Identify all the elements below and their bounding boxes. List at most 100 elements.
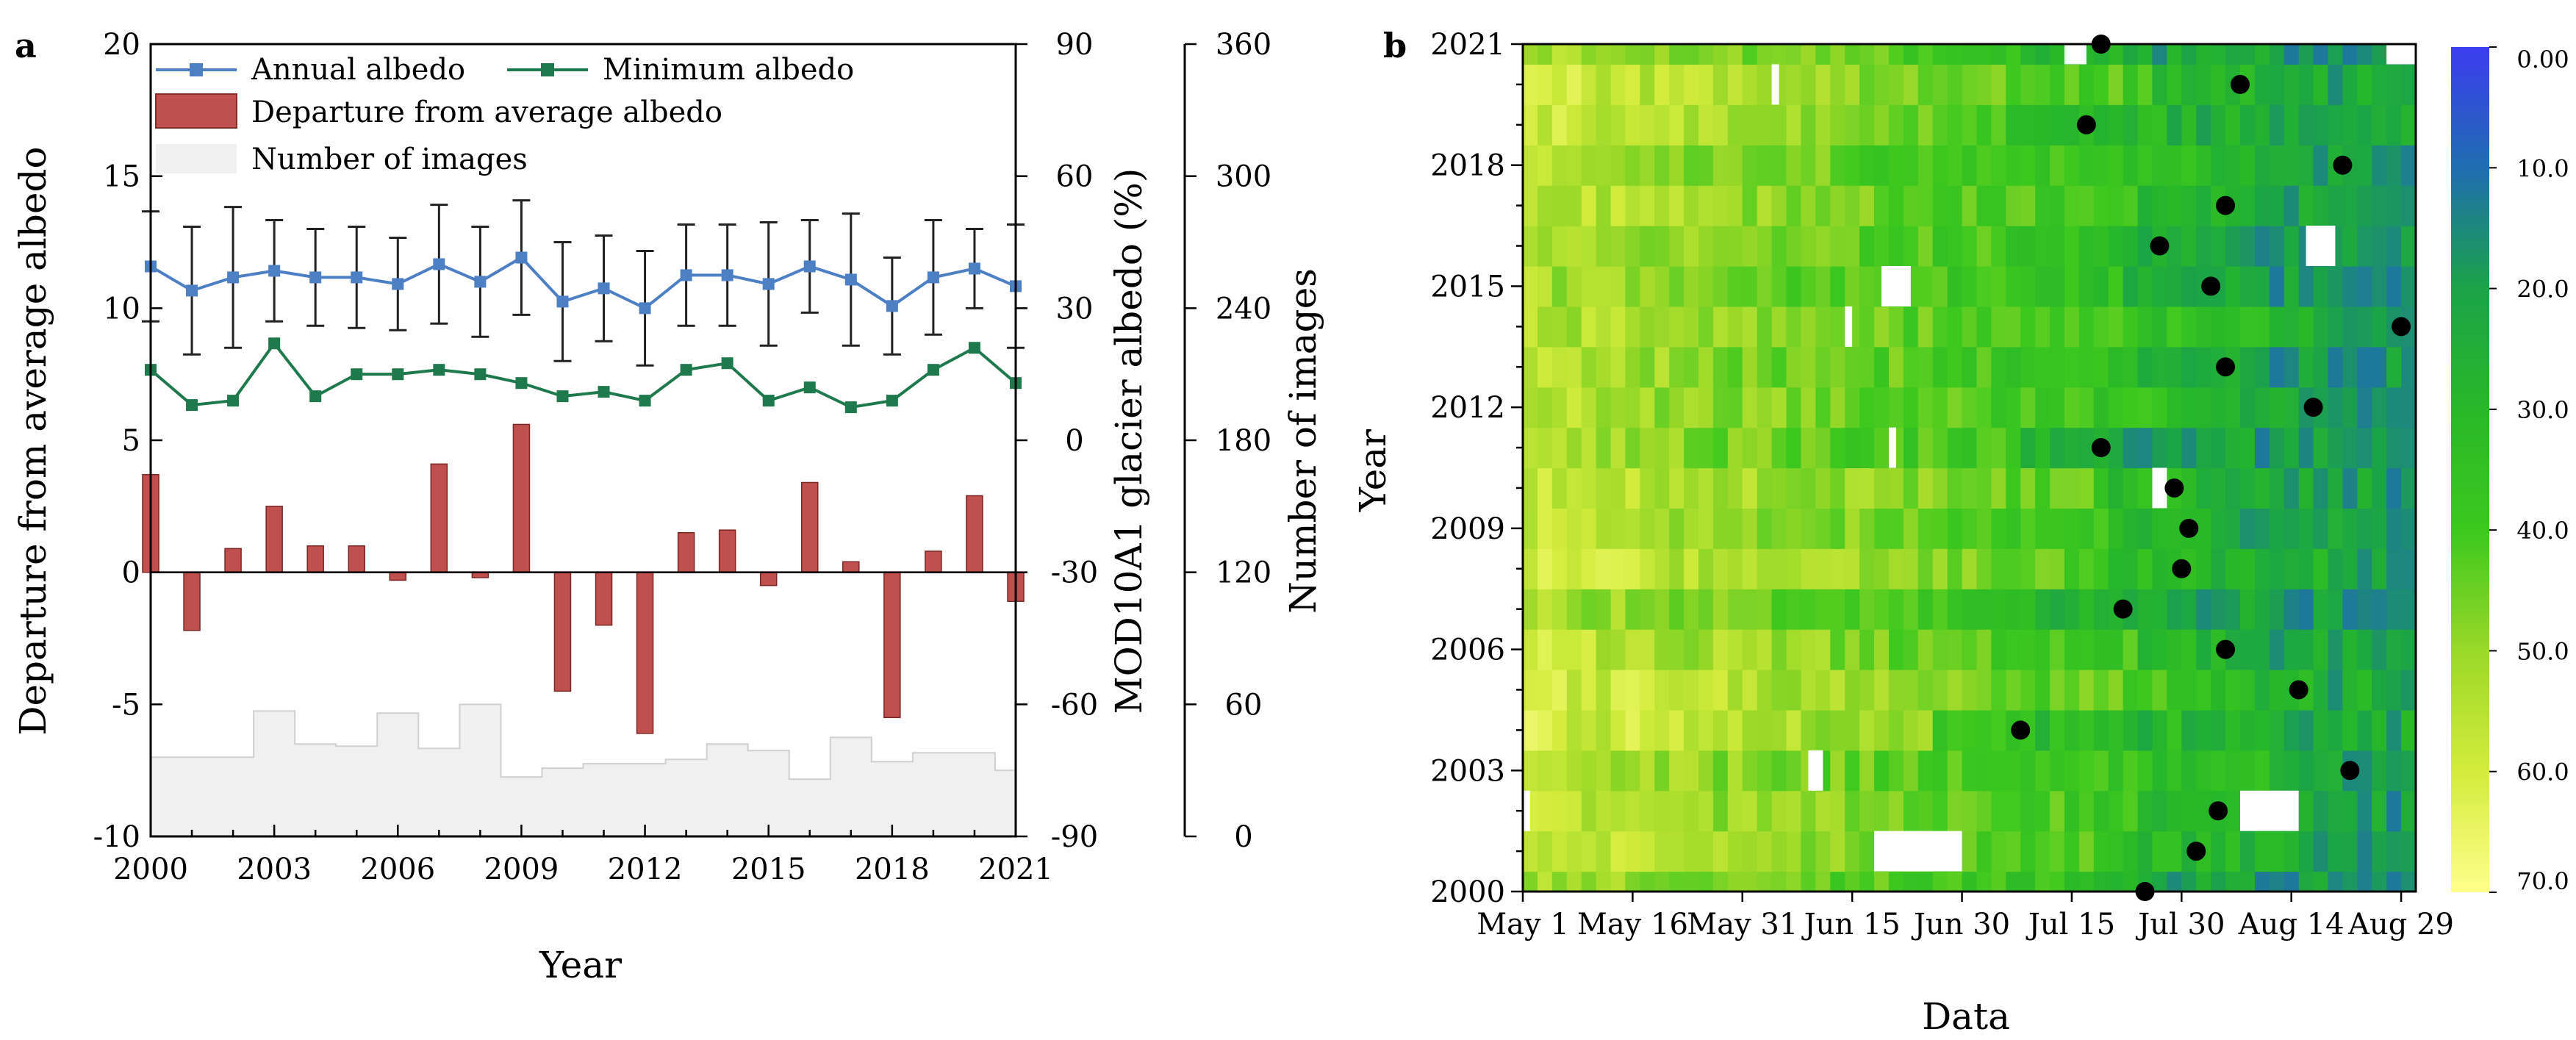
heatmap-cell [1845,750,1860,792]
heatmap-cell [2064,831,2080,872]
heatmap-cell [1771,750,1787,792]
heatmap-cell [1903,346,1919,388]
heatmap-cell [1859,790,1875,832]
annual-albedo-point-2008 [474,276,487,288]
heatmap-cell [1830,306,1845,348]
heatmap-cell [2239,709,2256,751]
heatmap-cell [1581,226,1597,267]
heatmap-cell [2181,64,2197,105]
heatmap-cell [2035,709,2051,751]
heatmap-cell [1845,871,1860,892]
heatmap-cell [1625,629,1640,670]
heatmap-cell [1991,548,2006,589]
heatmap-cell [1874,871,1890,892]
right2-y-tick-label: 120 [1216,556,1271,590]
heatmap-cell [2006,629,2021,670]
heatmap-cell [1684,185,1699,226]
heatmap-cell [1962,670,1978,711]
images-step-2020 [953,753,995,836]
heatmap-cell [2328,346,2344,388]
panel-a-legend: Annual albedo Minimum albedo Departure f… [155,53,854,176]
heatmap-cell [1903,64,1919,105]
heatmap-cell [1976,629,1992,670]
panel-b-x-axis-label: Data [1922,995,2010,1038]
heatmap-cell [2239,346,2256,388]
heatmap-cell [1757,145,1773,186]
heatmap-cell [2357,831,2372,872]
heatmap-cell [2372,508,2387,549]
heatmap-cell [2254,548,2270,589]
heatmap-cell [1640,427,1655,469]
heatmap-cell [2196,709,2211,751]
images-step-2004 [295,744,337,836]
heatmap-cell [1551,467,1568,509]
heatmap-cell [2372,226,2387,267]
heatmap-cell [1786,44,1802,65]
heatmap-cell [1551,64,1568,105]
heatmap-cell [1859,306,1875,348]
heatmap-cell [2342,629,2358,670]
heatmap-cell [2401,589,2417,630]
heatmap-cell [2064,508,2080,549]
heatmap-cell [2123,871,2139,892]
heatmap-cell [1859,467,1875,509]
heatmap-cell [2239,306,2256,348]
images-step-2013 [665,759,707,836]
heatmap-cell [2167,427,2182,469]
right1-y-tick-label: -30 [1051,556,1098,590]
heatmap-cell [2357,306,2372,348]
heatmap-cell [2020,427,2036,469]
heatmap-cell [2093,709,2109,751]
heatmap-cell [2269,427,2285,469]
heatmap-cell [1625,670,1640,711]
heatmap-cell [1727,831,1743,872]
heatmap-cell [1903,589,1919,630]
heatmap-cell [1566,670,1582,711]
heatmap-cell [2283,104,2300,146]
heatmap-cell [1991,670,2006,711]
heatmap-cell [1742,871,1758,892]
heatmap-cell [1640,750,1655,792]
heatmap-cell [1947,226,1963,267]
heatmap-cell [1771,871,1787,892]
heatmap-cell [2196,871,2211,892]
heatmap-cell [1859,871,1875,892]
no-data-patch-2014 [1845,306,1853,347]
heatmap-cell [2328,831,2344,872]
heatmap-cell [2123,629,2139,670]
heatmap-cell [2298,508,2314,549]
heatmap-cell [2020,589,2036,630]
images-step-2019 [912,753,954,836]
heatmap-cell [2020,44,2036,65]
heatmap-cell [1669,44,1685,65]
departure-bar-2020 [966,495,983,573]
heatmap-cell [1698,670,1714,711]
heatmap-cell [2239,871,2256,892]
heatmap-cell [1917,427,1934,469]
annual-albedo-point-2001 [186,284,198,297]
annual-albedo-point-2020 [968,262,980,275]
heatmap-cell [2137,629,2153,670]
no-data-patch-2020 [1771,64,1779,105]
panel-b-label: b [1383,26,1407,65]
heatmap-cell [1523,548,1538,589]
heatmap-cell [1786,629,1802,670]
b-y-tick-label: 2018 [1430,149,1505,183]
heatmap-cell [1771,831,1787,872]
heatmap-cell [2137,145,2153,186]
heatmap-cell [2006,790,2021,832]
heatmap-cell [1991,306,2006,348]
heatmap-cell [2123,145,2139,186]
heatmap-cell [2211,508,2226,549]
heatmap-cell [1874,548,1890,589]
heatmap-cell [2298,306,2314,348]
heatmap-cell [1669,306,1685,348]
heatmap-cell [2225,508,2241,549]
heatmap-cell [1830,265,1845,307]
heatmap-cell [2167,387,2182,428]
heatmap-cell [2123,427,2139,469]
heatmap-cell [1757,104,1773,146]
heatmap-cell [1581,306,1597,348]
heatmap-cell [1845,387,1860,428]
heatmap-cell [1596,387,1612,428]
